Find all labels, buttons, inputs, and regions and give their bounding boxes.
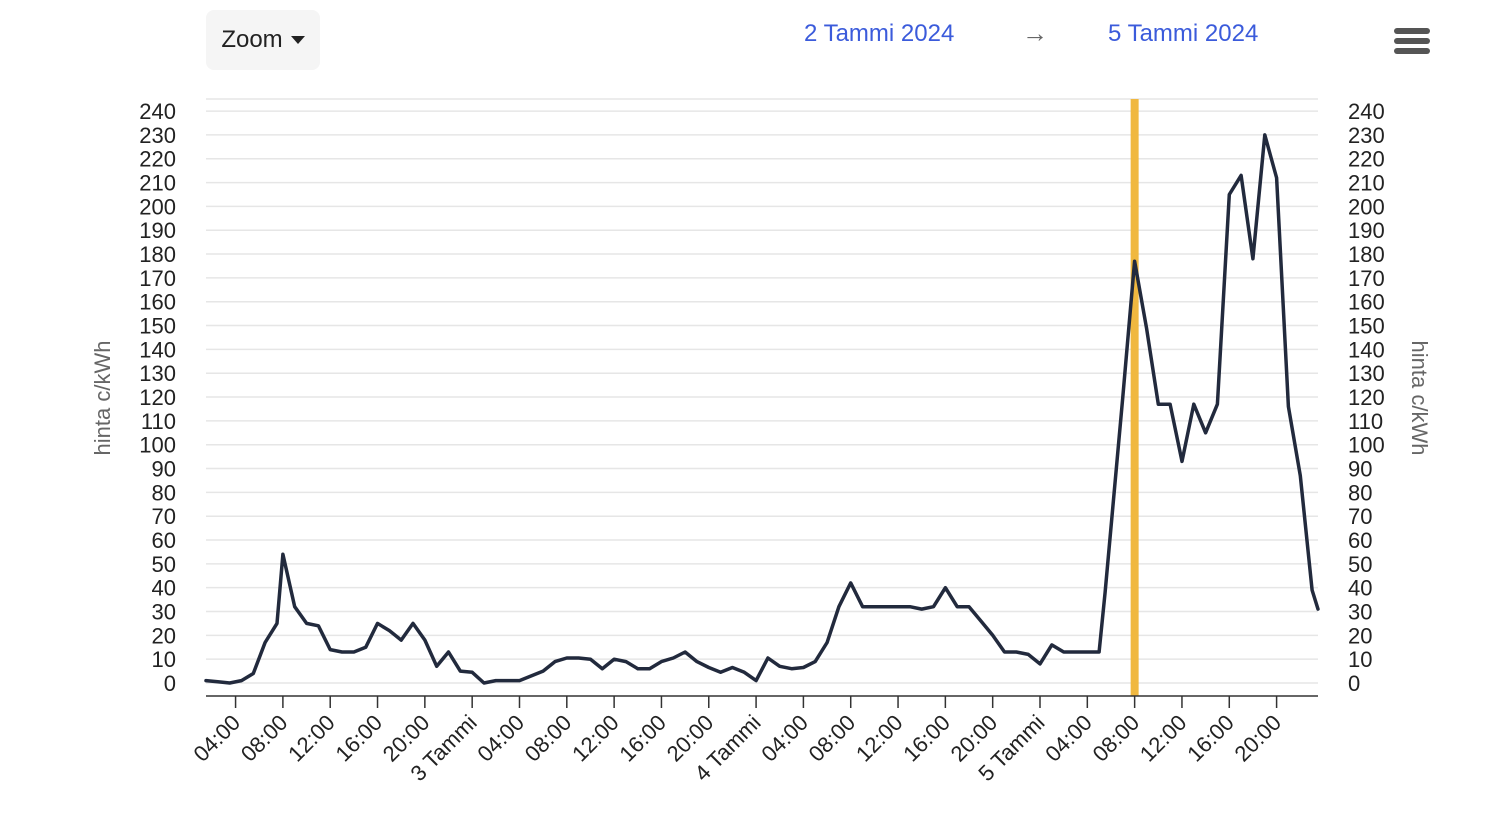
y-tick-label-left: 240: [139, 99, 176, 124]
y-tick-label-left: 140: [139, 337, 176, 362]
y-axis-title-right: hinta c/kWh: [1407, 341, 1432, 456]
y-tick-label-left: 160: [139, 290, 176, 315]
y-tick-label-right: 10: [1348, 647, 1372, 672]
chart-series: [204, 133, 1320, 685]
y-tick-label-left: 120: [139, 385, 176, 410]
y-tick-label-left: 180: [139, 242, 176, 267]
y-tick-label-left: 230: [139, 123, 176, 148]
y-tick-label-left: 90: [152, 457, 176, 482]
x-tick-label: 04:00: [1040, 710, 1097, 767]
x-tick-label: 04:00: [188, 710, 245, 767]
y-tick-label-left: 110: [141, 409, 176, 434]
y-tick-label-right: 240: [1348, 99, 1385, 124]
caret-down-icon: [290, 36, 305, 44]
chart-grid: [206, 98, 1318, 684]
x-tick-label: 16:00: [1182, 710, 1239, 767]
y-tick-label-right: 130: [1348, 361, 1385, 386]
x-tick-label: 08:00: [236, 710, 293, 767]
y-tick-label-left: 60: [152, 528, 176, 553]
y-tick-label-right: 50: [1348, 552, 1372, 577]
y-tick-label-right: 200: [1348, 194, 1385, 219]
current-hour-marker: [1130, 99, 1139, 696]
y-tick-label-right: 140: [1348, 337, 1385, 362]
y-tick-label-right: 80: [1348, 480, 1372, 505]
y-axis-right: 0102030405060708090100110120130140150160…: [1348, 99, 1385, 696]
y-axis-left: 0102030405060708090100110120130140150160…: [139, 99, 176, 696]
y-tick-label-right: 30: [1348, 600, 1372, 625]
y-tick-label-right: 170: [1348, 266, 1385, 291]
y-tick-label-right: 220: [1348, 147, 1385, 172]
y-tick-label-right: 100: [1348, 433, 1385, 458]
y-tick-label-right: 60: [1348, 528, 1372, 553]
x-tick-label: 12:00: [283, 710, 340, 767]
y-tick-label-right: 190: [1348, 218, 1385, 243]
y-tick-label-right: 180: [1348, 242, 1385, 267]
y-tick-label-left: 80: [152, 480, 176, 505]
y-tick-label-left: 190: [139, 218, 176, 243]
y-tick-label-left: 130: [139, 361, 176, 386]
y-tick-label-left: 40: [152, 576, 176, 601]
y-tick-label-left: 70: [152, 504, 176, 529]
y-tick-label-left: 150: [139, 314, 176, 339]
y-tick-label-left: 220: [139, 147, 176, 172]
y-tick-label-right: 90: [1348, 457, 1372, 482]
y-tick-label-left: 100: [139, 433, 176, 458]
y-tick-label-left: 0: [164, 671, 176, 696]
x-tick-label: 12:00: [1135, 710, 1192, 767]
x-tick-label: 08:00: [520, 710, 577, 767]
x-tick-label: 16:00: [330, 710, 387, 767]
series-line-price: [204, 133, 1320, 685]
y-tick-label-right: 110: [1348, 409, 1383, 434]
x-tick-label: 16:00: [898, 710, 955, 767]
y-tick-label-left: 10: [152, 647, 176, 672]
y-tick-label-left: 20: [152, 623, 176, 648]
y-tick-label-right: 160: [1348, 290, 1385, 315]
range-start-date[interactable]: 2 Tammi 2024: [804, 20, 955, 47]
zoom-button-label: Zoom: [221, 26, 283, 53]
y-tick-label-right: 70: [1348, 504, 1372, 529]
y-tick-label-left: 210: [139, 171, 176, 196]
y-tick-label-right: 20: [1348, 623, 1372, 648]
y-tick-label-right: 150: [1348, 314, 1385, 339]
hamburger-menu-icon[interactable]: [1394, 28, 1430, 58]
x-tick-label: 12:00: [567, 710, 624, 767]
current-hour-band: [1130, 99, 1139, 696]
x-tick-label: 08:00: [1088, 710, 1145, 767]
y-tick-label-left: 200: [139, 194, 176, 219]
x-tick-label: 08:00: [804, 710, 861, 767]
y-tick-label-left: 170: [139, 266, 176, 291]
y-tick-label-right: 120: [1348, 385, 1385, 410]
x-tick-label: 04:00: [756, 710, 813, 767]
y-axis-title-left: hinta c/kWh: [90, 341, 115, 456]
y-tick-label-right: 40: [1348, 576, 1372, 601]
y-tick-label-right: 0: [1348, 671, 1360, 696]
x-tick-label: 12:00: [851, 710, 908, 767]
x-tick-label: 20:00: [1230, 710, 1287, 767]
range-arrow-icon: →: [1022, 18, 1048, 48]
x-tick-label: 16:00: [614, 710, 671, 767]
y-tick-label-right: 230: [1348, 123, 1385, 148]
range-end-date[interactable]: 5 Tammi 2024: [1108, 20, 1259, 47]
y-tick-label-left: 50: [152, 552, 176, 577]
y-tick-label-left: 30: [152, 600, 176, 625]
x-tick-label: 04:00: [472, 710, 529, 767]
zoom-dropdown-button[interactable]: Zoom: [206, 10, 320, 70]
y-tick-label-right: 210: [1348, 171, 1385, 196]
